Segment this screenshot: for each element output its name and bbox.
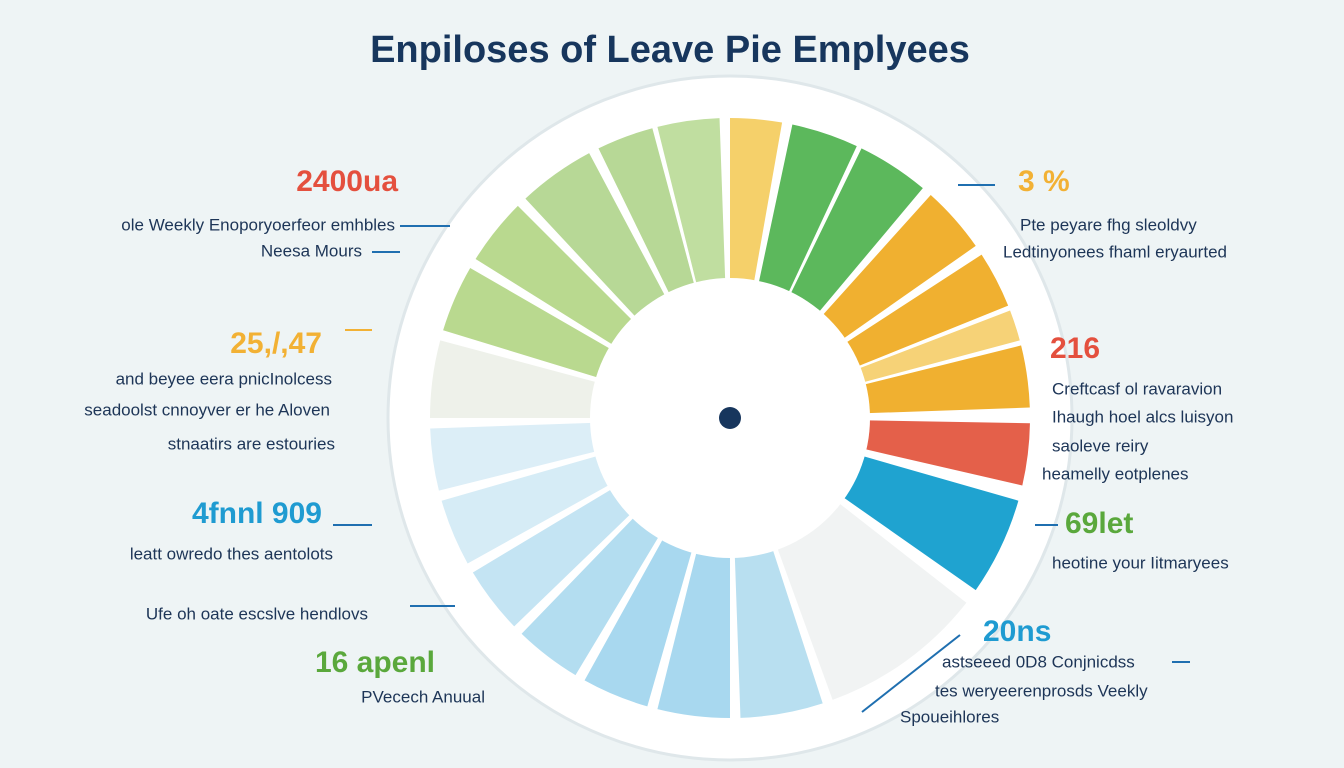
callout-text: and beyee eera pnicInolcess (116, 369, 332, 388)
callout-text: tes weryeerenprosds Veekly (935, 681, 1148, 700)
pie-wedge (598, 128, 695, 294)
callout-text: Ledtinyonees fhaml eryaurted (1003, 242, 1227, 261)
pie-wedge (845, 254, 1009, 367)
callout-text: Spoueihlores (900, 707, 999, 726)
pie-wedge (843, 456, 1019, 591)
pie-wedge (657, 551, 730, 718)
pie-wedge (864, 420, 1030, 486)
callout-text: seadoolst cnnoyver er he Aloven (84, 400, 330, 419)
pie-wedge (475, 205, 633, 345)
pie-wedge (730, 118, 783, 283)
callout-heading: 216 (1050, 332, 1100, 365)
callout-heading: 16 apenl (315, 646, 435, 679)
center-dot (719, 407, 741, 429)
callout-text: PVecech Anuual (361, 687, 485, 706)
pie-wedge (863, 345, 1030, 414)
pie-wedge (777, 502, 967, 700)
callout-text: Ihaugh hoel alcs luisyon (1052, 407, 1233, 426)
title: Enpiloses of Leave Pie Emplyees (370, 29, 970, 71)
pie (430, 118, 1030, 718)
callout-text: heotine your Iitmaryees (1052, 553, 1229, 572)
pie-wedge (525, 153, 666, 318)
callout-heading: 20ns (983, 615, 1051, 648)
pie-wedge (734, 549, 823, 718)
pie-wedge (430, 422, 597, 491)
callout-text: Creftcasf ol ravaravion (1052, 379, 1222, 398)
callout-text: ole Weekly Enoporyoerfeor emhbles (121, 215, 395, 234)
callout-heading: 25,/,47 (230, 327, 322, 360)
connector (861, 634, 961, 713)
pie-wedge (584, 538, 692, 707)
pie-wedge (443, 268, 611, 378)
pie-wedge (790, 148, 923, 313)
callout-text: saoleve reiry (1052, 436, 1149, 455)
pie-wedge (430, 340, 597, 418)
pie-wedge (441, 456, 610, 564)
callout-text: Pte peyare fhg sleoldvy (1020, 215, 1197, 234)
callout-text: Neesa Mours (261, 241, 362, 260)
callout-heading: 2400ua (296, 165, 398, 198)
pie-wedge (657, 118, 726, 285)
callout-text: Ufe oh oate escslve hendlovs (146, 604, 368, 623)
pie-wedge (521, 517, 659, 676)
pie-wedge (822, 195, 976, 339)
callout-heading: 69let (1065, 507, 1133, 540)
callout-text: heamelly eotplenes (1042, 464, 1188, 483)
callout-text: astseeed 0D8 Conjnicdss (942, 652, 1135, 671)
pie-wedge (858, 310, 1020, 383)
callout-heading: 4fnnl 909 (192, 497, 322, 530)
pie-wedge (758, 124, 857, 293)
callout-text: leatt owredo thes aentolots (130, 544, 333, 563)
pie-wedge (472, 489, 631, 627)
callout-heading: 3 % (1018, 165, 1070, 198)
callout-text: stnaatirs are estouries (168, 434, 335, 453)
